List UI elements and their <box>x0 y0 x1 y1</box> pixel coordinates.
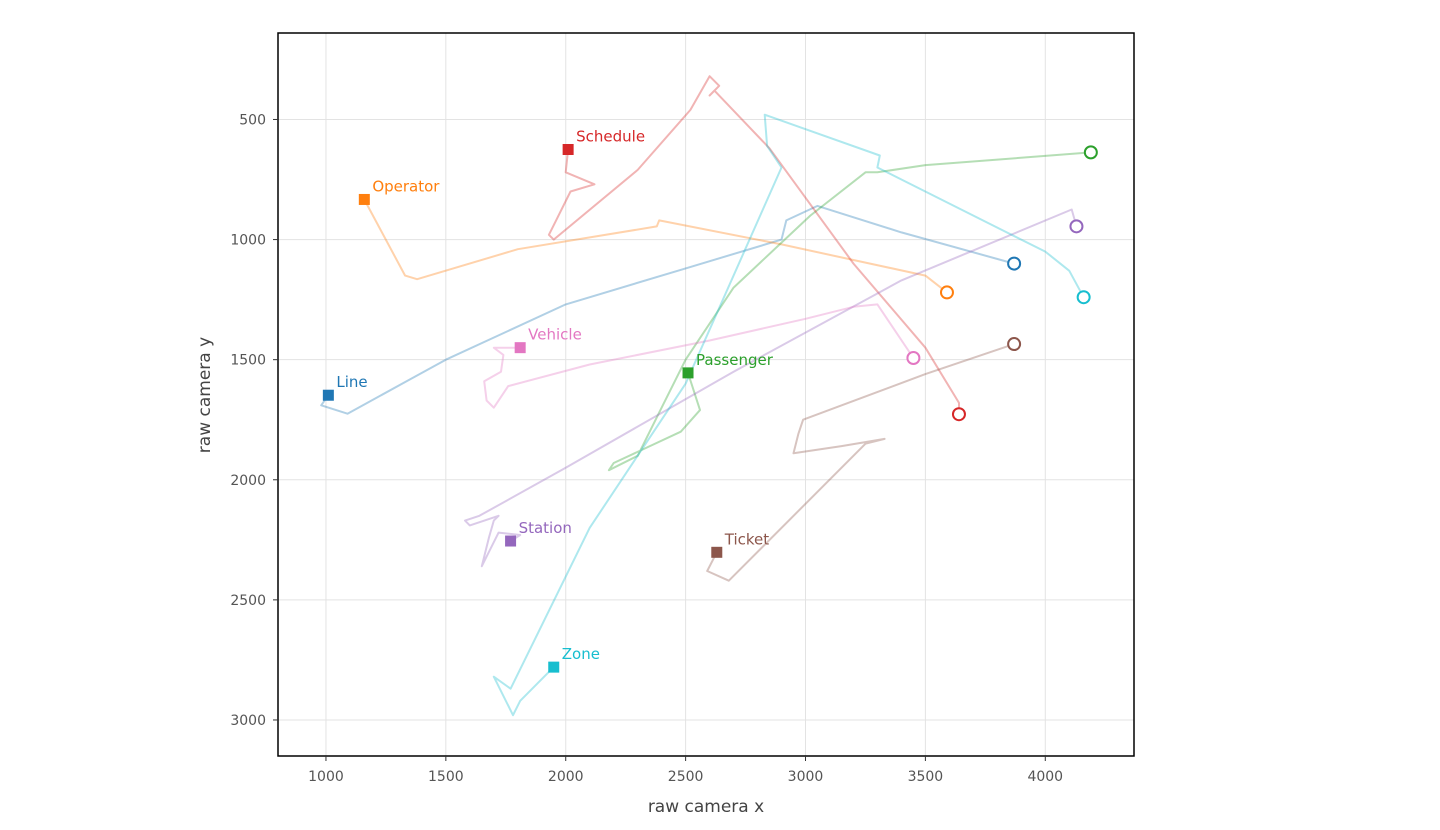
ticket-end-marker <box>1007 337 1022 352</box>
ticket-start-marker <box>711 546 723 558</box>
plot-frame <box>277 32 1135 757</box>
station-start-marker <box>505 535 517 547</box>
passenger-series-label: Passenger <box>696 351 774 369</box>
x-tick-label: 2000 <box>548 769 584 785</box>
station-series-label: Station <box>519 519 572 537</box>
operator-start-marker <box>358 193 370 205</box>
line-end-marker <box>1007 256 1022 271</box>
x-tick-label: 2500 <box>668 769 704 785</box>
passenger-trajectory-line <box>607 151 1091 472</box>
station-end-marker <box>1069 219 1084 234</box>
line-series-label: Line <box>336 373 367 391</box>
x-axis-label: raw camera x <box>648 797 764 817</box>
grid-lines <box>278 33 1134 756</box>
y-tick-label: 1500 <box>230 353 266 369</box>
passenger-start-marker <box>682 367 694 379</box>
vehicle-series-label: Vehicle <box>528 326 582 344</box>
passenger-end-marker <box>1083 145 1098 160</box>
zone-trajectory-line <box>492 113 1085 717</box>
x-axis-ticks: 1000 1500 2000 2500 3000 3500 4000 <box>308 756 1063 785</box>
trajectory-markers: Line Operator Passenger Schedule Station Tick… <box>322 127 1098 673</box>
x-tick-label: 4000 <box>1027 769 1063 785</box>
y-tick-label: 3000 <box>230 713 266 729</box>
line-start-marker <box>322 389 334 401</box>
zone-start-marker <box>548 661 560 673</box>
zone-end-marker <box>1076 290 1091 305</box>
schedule-trajectory-line <box>547 75 960 415</box>
y-tick-label: 500 <box>239 112 266 128</box>
y-tick-label: 1000 <box>230 233 266 249</box>
line-trajectory-line <box>320 204 1015 415</box>
ticket-trajectory-line <box>706 343 1015 582</box>
x-tick-label: 1000 <box>308 769 344 785</box>
y-axis-ticks: 500 1000 1500 2000 2500 3000 <box>230 112 278 729</box>
y-axis-label: raw camera y <box>195 337 215 453</box>
x-tick-label: 1500 <box>428 769 464 785</box>
schedule-end-marker <box>951 407 966 422</box>
operator-series-label: Operator <box>372 177 440 195</box>
trajectory-paths <box>320 75 1091 717</box>
x-tick-label: 3000 <box>788 769 824 785</box>
vehicle-start-marker <box>514 342 526 354</box>
vehicle-end-marker <box>906 350 921 365</box>
schedule-series-label: Schedule <box>576 127 645 145</box>
operator-trajectory-line <box>363 199 948 294</box>
operator-end-marker <box>939 285 954 300</box>
ticket-series-label: Ticket <box>724 530 769 548</box>
y-tick-label: 2000 <box>230 473 266 489</box>
vehicle-trajectory-line <box>483 303 915 409</box>
x-tick-label: 3500 <box>908 769 944 785</box>
schedule-start-marker <box>562 143 574 155</box>
station-trajectory-line <box>464 208 1078 568</box>
y-tick-label: 2500 <box>230 593 266 609</box>
zone-series-label: Zone <box>562 645 600 663</box>
